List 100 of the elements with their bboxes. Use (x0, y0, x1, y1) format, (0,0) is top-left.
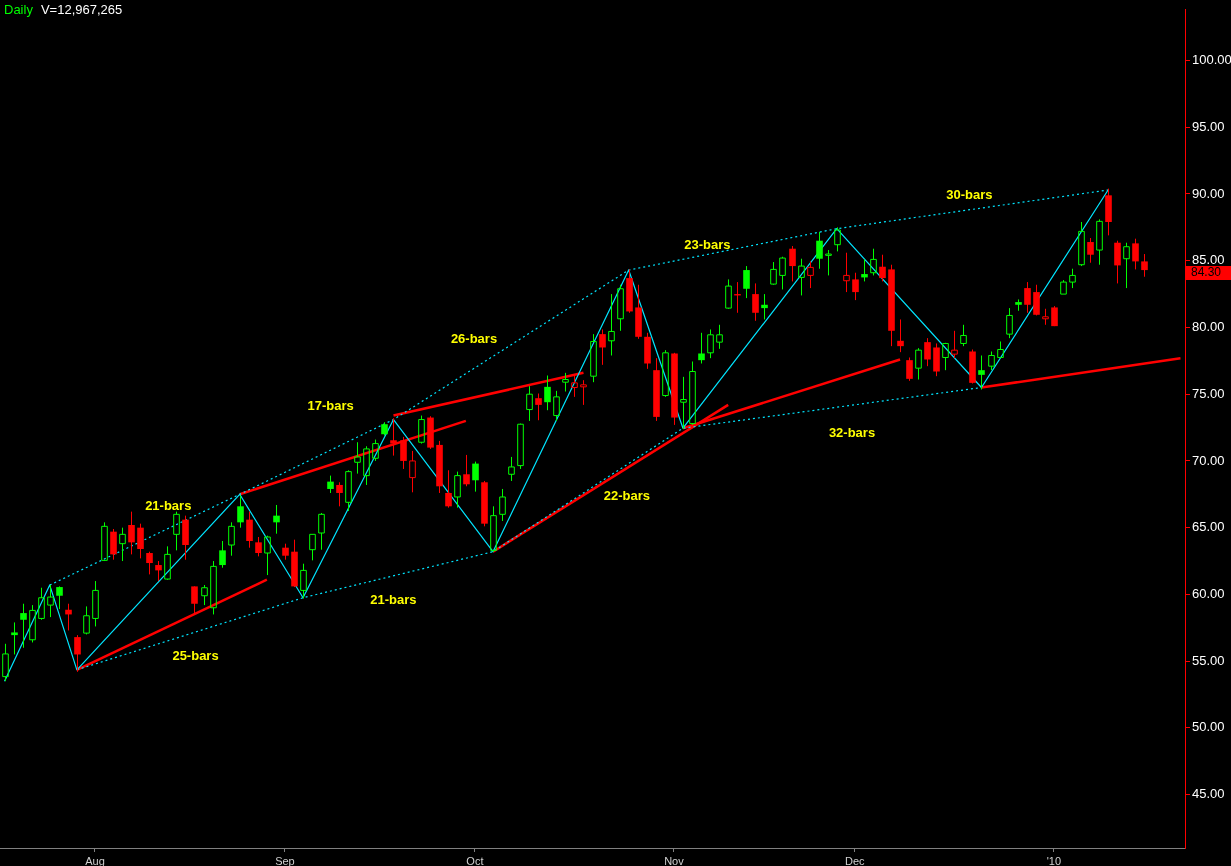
candlestick (553, 390, 560, 422)
candlestick (870, 248, 877, 276)
candlestick (942, 342, 949, 371)
candlestick (146, 551, 153, 575)
annotation: 25-bars (172, 648, 219, 664)
candlestick (1123, 242, 1130, 289)
candlestick (852, 272, 859, 301)
candlestick (173, 511, 180, 551)
candlestick (680, 376, 687, 430)
candlestick (409, 450, 416, 493)
y-tick-label: 45.00 (1192, 786, 1225, 802)
candlestick (128, 511, 135, 555)
candlestick (20, 603, 27, 649)
candlestick (1024, 281, 1031, 314)
candlestick (707, 328, 714, 359)
annotation: 26-bars (450, 330, 498, 346)
y-tick-label: 90.00 (1192, 185, 1225, 201)
candlestick (463, 454, 470, 487)
candlestick (363, 445, 370, 486)
text: 84.30 (1191, 265, 1222, 280)
candlestick (92, 580, 99, 627)
candlestick (400, 436, 407, 470)
candlestick (978, 354, 985, 391)
candlestick (264, 536, 271, 576)
candlestick (255, 536, 262, 557)
candlestick (191, 585, 198, 615)
candlestick (807, 260, 814, 289)
candlestick (1114, 240, 1121, 284)
x-tick-label: Oct (466, 854, 484, 866)
annotation: 22-bars (603, 488, 650, 504)
candlestick (698, 332, 705, 364)
y-tick-label: 85.00 (1192, 252, 1225, 268)
candlestick (1078, 221, 1085, 266)
candlestick (336, 481, 343, 507)
candlestick (879, 254, 886, 282)
candlestick (915, 347, 922, 381)
y-tick-label: 95.00 (1192, 118, 1225, 134)
candlestick (960, 324, 967, 347)
candlestick (743, 265, 750, 299)
candlestick (201, 584, 208, 606)
candlestick (56, 585, 63, 610)
candlestick (861, 258, 868, 282)
candlestick (309, 533, 316, 561)
candlestick (798, 258, 805, 296)
y-tick-label: 50.00 (1192, 719, 1225, 735)
candlestick (608, 293, 615, 356)
candlestick (1132, 238, 1139, 270)
y-tick-label: 65.00 (1192, 519, 1225, 535)
candlestick (47, 584, 54, 618)
candlestick (599, 328, 606, 366)
chart-title: Daily (4, 2, 33, 17)
candlestick (816, 231, 823, 270)
annotation: 21-bars (145, 498, 192, 514)
candlestick (580, 379, 587, 406)
candlestick (535, 393, 542, 421)
candlestick (1006, 307, 1013, 339)
candlestick (1042, 308, 1049, 326)
candlestick (1096, 218, 1103, 266)
annotation: 32-bars (828, 424, 876, 440)
candlestick (65, 603, 72, 631)
candlestick (617, 284, 624, 332)
candlestick (318, 513, 325, 551)
y-tick-label: 100.00 (1192, 52, 1231, 68)
candlestick (137, 523, 144, 559)
candlestick (924, 337, 931, 367)
candlestick (119, 527, 126, 562)
annotation: 21-bars (370, 592, 417, 608)
y-tick-label: 80.00 (1192, 319, 1225, 335)
candlestick (228, 521, 235, 557)
candlestick (1033, 284, 1040, 316)
candlestick (445, 469, 452, 509)
y-tick-label: 55.00 (1192, 652, 1225, 668)
candlestick (219, 540, 226, 569)
candlestick (825, 249, 832, 276)
y-tick-label: 75.00 (1192, 385, 1225, 401)
chart-subtitle: V=12,967,265 (40, 2, 123, 17)
candlestick (11, 621, 18, 655)
candlestick (1141, 253, 1148, 278)
candlestick (472, 461, 479, 493)
x-tick-label: Nov (664, 854, 685, 866)
y-tick-label: 60.00 (1192, 585, 1225, 601)
candlestick (155, 560, 162, 582)
candlestick (951, 330, 958, 359)
candlestick (689, 361, 696, 425)
candlestick (526, 385, 533, 422)
annotation: 17-bars (307, 397, 354, 413)
candlestick (490, 505, 497, 551)
candlestick (273, 504, 280, 535)
annotation: 23-bars (684, 236, 731, 252)
candlestick (354, 441, 361, 475)
candlestick (345, 471, 352, 512)
x-tick-label: Aug (85, 854, 105, 866)
candlestick (843, 252, 850, 293)
candlestick (1087, 237, 1094, 264)
candlestick (110, 528, 117, 561)
candlestick (897, 318, 904, 353)
candlestick (544, 375, 551, 411)
candlestick (562, 372, 569, 393)
candlestick (246, 511, 253, 549)
candlestick (210, 560, 217, 615)
